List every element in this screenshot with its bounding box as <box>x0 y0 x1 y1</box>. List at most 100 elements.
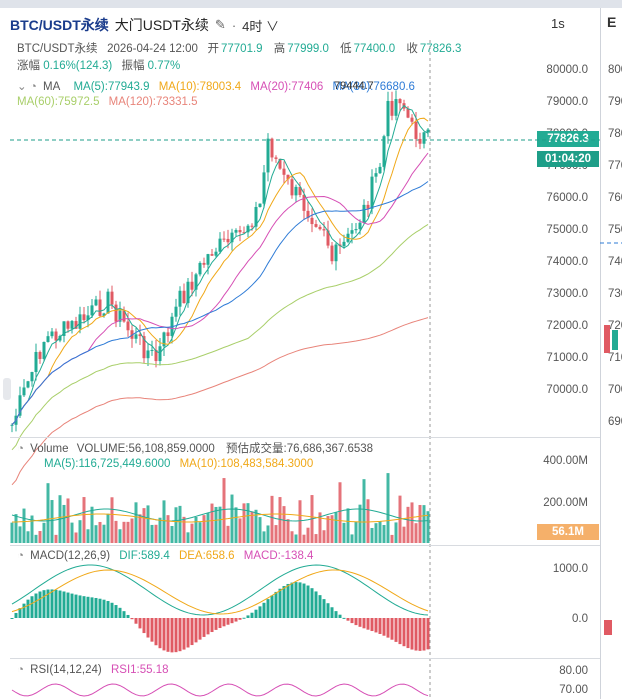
volume-bar <box>342 522 346 543</box>
volume-bar <box>22 508 26 543</box>
macd-bar <box>210 618 214 633</box>
candle-body <box>418 138 422 144</box>
bell-icon[interactable]: ◔ <box>17 443 24 455</box>
volume-bar <box>38 531 42 543</box>
candle-body <box>206 254 210 265</box>
volume-bar <box>338 482 342 543</box>
candle-body <box>86 315 90 321</box>
candle-body <box>342 241 346 247</box>
candle-body <box>238 230 242 233</box>
bell-icon[interactable]: ◔ <box>17 550 24 562</box>
macd-bar <box>270 595 274 618</box>
volume-bar <box>250 511 254 543</box>
macd-bar <box>398 618 402 645</box>
symbol-subtitle: 大门USDT永续 <box>114 17 209 33</box>
candle-body <box>70 321 74 329</box>
ma5-value: MA(5):77943.9 <box>73 81 150 93</box>
rsi-line <box>11 683 429 697</box>
macd-bar <box>154 618 158 646</box>
candle-body <box>378 166 382 174</box>
candle-body <box>10 424 14 426</box>
symbol-title[interactable]: BTC/USDT永续 <box>10 17 109 33</box>
macd-bar <box>110 602 114 618</box>
macd-bar <box>382 618 386 636</box>
volume-bar <box>114 520 118 543</box>
volume-bar <box>254 509 258 543</box>
price-tick: 75000.0 <box>546 224 588 236</box>
volume-bar <box>14 514 18 543</box>
volume-bar <box>226 525 230 543</box>
candle-body <box>234 230 238 233</box>
macd-bar <box>362 618 366 629</box>
rsi-divider[interactable] <box>10 658 600 659</box>
volume-bar <box>286 519 290 543</box>
macd-bar <box>30 596 34 618</box>
ma-legend-row1: ⌄ ◔ MA MA(5):77943.9 MA(10):78003.4 MA(2… <box>17 79 415 93</box>
volume-bar <box>314 534 318 543</box>
macd-bar <box>54 589 58 618</box>
macd-dif-line <box>11 564 429 616</box>
volume-bar <box>62 504 66 543</box>
edit-icon[interactable]: ✎ <box>214 17 226 32</box>
candle-body <box>406 108 410 118</box>
macd-bar <box>86 596 90 618</box>
macd-bar <box>266 599 270 618</box>
rsi-tick: 80.00 <box>559 665 588 677</box>
macd-bar <box>318 595 322 618</box>
right-tick: 69000.0 <box>608 416 622 428</box>
volume-bar <box>154 524 158 543</box>
volume-value: VOLUME:56,108,859.0000 <box>76 443 215 455</box>
low-value: 77400.0 <box>353 43 396 55</box>
macd-bar <box>374 618 378 633</box>
volume-bar <box>234 507 238 543</box>
macd-divider[interactable] <box>10 545 600 546</box>
ohlc-date: 2026-04-24 12:00 <box>107 43 198 55</box>
macd-legend: ◔ MACD(12,26,9) DIF:589.4 DEA:658.6 MACD… <box>17 550 313 562</box>
candle-body <box>282 168 286 175</box>
volume-bar <box>298 500 302 543</box>
volume-bar <box>218 506 222 543</box>
macd-bar <box>74 594 78 618</box>
volume-bar <box>230 494 234 543</box>
chart-header: BTC/USDT永续 大门USDT永续 ✎ · 4时 ∨ <box>10 13 279 37</box>
volume-ma10-line <box>12 513 429 523</box>
macd-bar <box>46 589 50 618</box>
pane-separator[interactable] <box>600 8 601 699</box>
ma60-value: MA(60):75972.5 <box>17 96 100 108</box>
volume-bar <box>330 515 334 543</box>
macd-bar <box>422 618 426 651</box>
volume-divider[interactable] <box>10 437 600 438</box>
right-timeframe[interactable]: 1s <box>551 16 565 31</box>
volume-bar <box>86 529 90 543</box>
rsi-title: RSI(14,12,24) <box>30 664 102 676</box>
volume-bar <box>150 524 154 543</box>
volume-bar <box>82 497 86 543</box>
candle-body <box>218 238 222 252</box>
price-tick: 71000.0 <box>546 352 588 364</box>
bell-icon[interactable]: ◔ <box>17 664 24 676</box>
volume-bar <box>290 531 294 543</box>
volume-bar <box>158 517 162 543</box>
price-tick: 70000.0 <box>546 384 588 396</box>
volume-bar <box>142 508 146 543</box>
left-scroll-handle[interactable] <box>3 378 11 400</box>
volume-bar <box>66 498 70 543</box>
right-symbol[interactable]: E <box>607 14 617 30</box>
volume-bar <box>294 534 298 543</box>
right-pane-macd-bar <box>604 620 612 635</box>
volume-bar <box>202 515 206 543</box>
bell-icon[interactable]: ⌄ ◔ <box>17 81 37 93</box>
right-tick: 77000.0 <box>608 160 622 172</box>
macd-tick: 1000.0 <box>552 563 588 575</box>
macd-bar <box>174 618 178 653</box>
volume-bar <box>246 503 250 543</box>
candle-body <box>334 244 338 262</box>
ohlc-pair: BTC/USDT永续 <box>17 43 98 55</box>
macd-bar <box>106 601 110 618</box>
macd-bar <box>402 618 406 647</box>
timeframe-select[interactable]: 4时 ∨ <box>242 18 279 34</box>
volume-bar <box>10 522 14 543</box>
volume-bar <box>406 506 410 543</box>
candle-body <box>166 332 170 337</box>
